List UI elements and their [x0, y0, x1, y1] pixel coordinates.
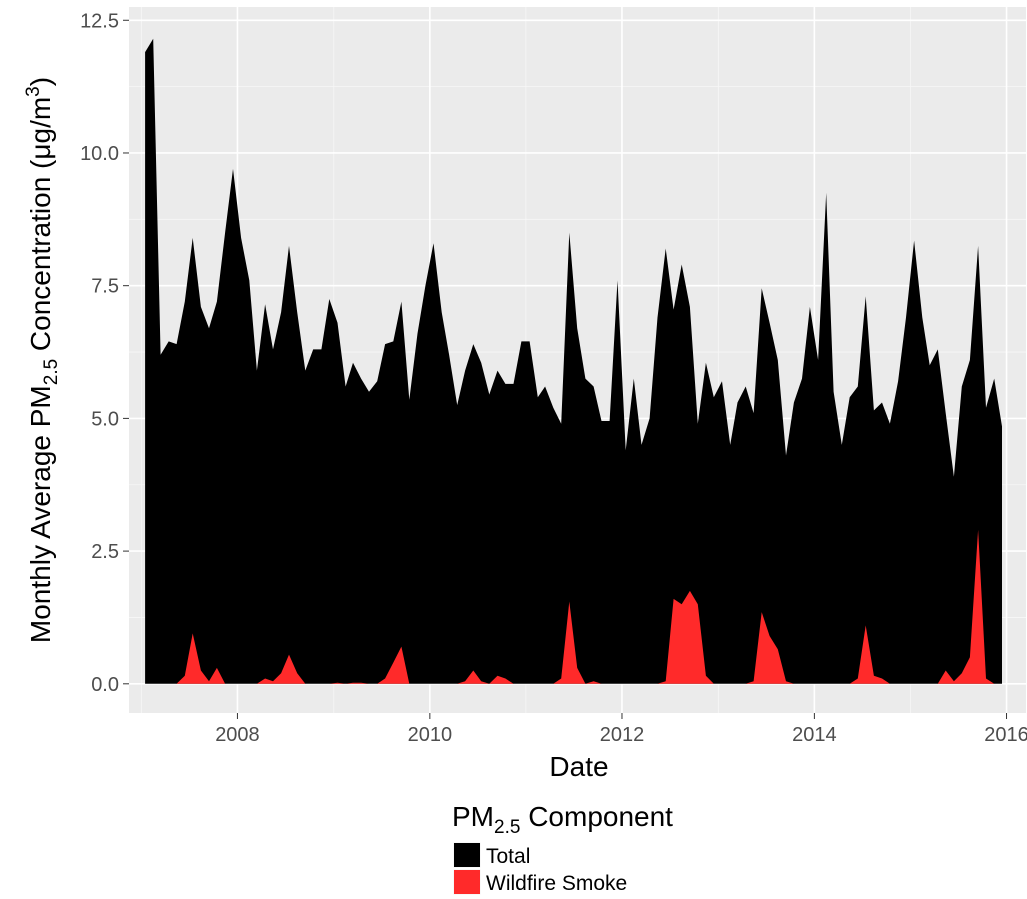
- area-series: [145, 38, 1003, 684]
- series-area-total: [145, 38, 1003, 684]
- y-tick-labels: 0.0 2.5 5.0 7.5 10.0 12.5: [80, 10, 119, 696]
- legend-title: PM2.5 Component: [452, 801, 673, 838]
- series-area-wildfire-smoke: [145, 529, 1003, 684]
- legend-swatch-wildfire-smoke: [454, 870, 480, 894]
- y-axis-title-subscript: 2.5: [41, 359, 62, 385]
- x-tick-label: 2008: [215, 724, 260, 746]
- y-axis-title-prefix: Monthly Average PM: [25, 385, 56, 643]
- axis-ticks: [123, 19, 1008, 719]
- x-tick-label: 2010: [408, 724, 453, 746]
- x-tick-label: 2016: [984, 724, 1027, 746]
- legend-title-prefix: PM: [452, 801, 494, 832]
- legend: PM2.5 Component Total Wildfire Smoke: [452, 801, 673, 896]
- legend-keys: Total Wildfire Smoke: [452, 841, 627, 896]
- y-axis-title: Monthly Average PM2.5 Concentration (μg/…: [23, 77, 62, 643]
- legend-title-subscript: 2.5: [494, 817, 520, 838]
- x-axis-title: Date: [549, 751, 608, 782]
- y-tick-label: 0.0: [91, 674, 119, 696]
- legend-swatch-total: [454, 843, 480, 867]
- y-axis-title-superscript: 3: [23, 86, 44, 97]
- y-tick-label: 10.0: [80, 143, 119, 165]
- x-tick-labels: 2008 2010 2012 2014 2016: [215, 724, 1027, 746]
- x-tick-label: 2012: [600, 724, 645, 746]
- y-tick-label: 5.0: [91, 408, 119, 430]
- legend-label-wildfire-smoke: Wildfire Smoke: [486, 872, 627, 895]
- y-tick-label: 2.5: [91, 541, 119, 563]
- y-tick-label: 7.5: [91, 276, 119, 298]
- y-tick-label: 12.5: [80, 10, 119, 32]
- legend-label-total: Total: [486, 845, 530, 868]
- y-axis-title-suffix: ): [25, 77, 56, 86]
- x-tick-label: 2014: [792, 724, 837, 746]
- y-axis-title-middle: Concentration (μg/m: [25, 97, 56, 359]
- legend-title-suffix: Component: [520, 801, 673, 832]
